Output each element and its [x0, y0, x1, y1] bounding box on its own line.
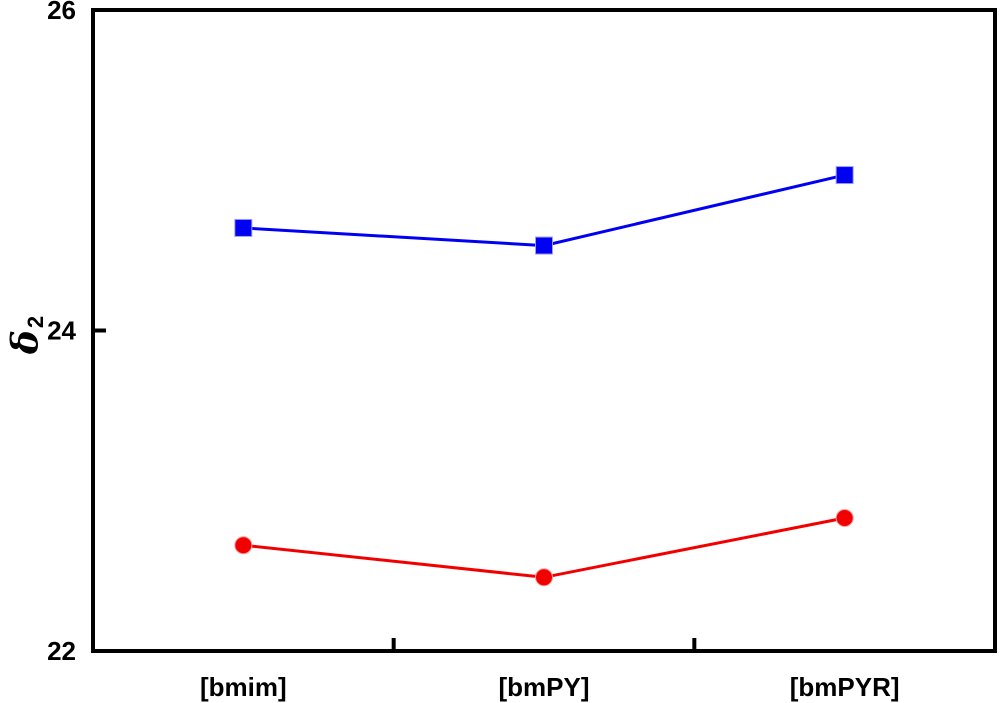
x-category-label: [bmPY]: [499, 672, 590, 702]
upper-series-blue-squares-line: [243, 173, 846, 248]
upper-series-blue-squares-marker: [835, 166, 854, 185]
lower-series-red-circles-marker: [234, 536, 253, 555]
x-category-label: [bmPYR]: [790, 672, 900, 702]
upper-series-blue-squares-marker: [535, 236, 553, 255]
y-tick-label: 24: [47, 316, 76, 346]
plot-border: [91, 8, 997, 653]
y-tick-label: 22: [47, 636, 76, 666]
lower-series-red-circles-marker: [535, 568, 553, 587]
x-category-label: [bmim]: [200, 672, 287, 702]
lower-series-red-circles-marker: [835, 508, 854, 527]
upper-series-blue-squares-marker: [234, 218, 253, 237]
y-tick-label: 26: [47, 0, 76, 25]
